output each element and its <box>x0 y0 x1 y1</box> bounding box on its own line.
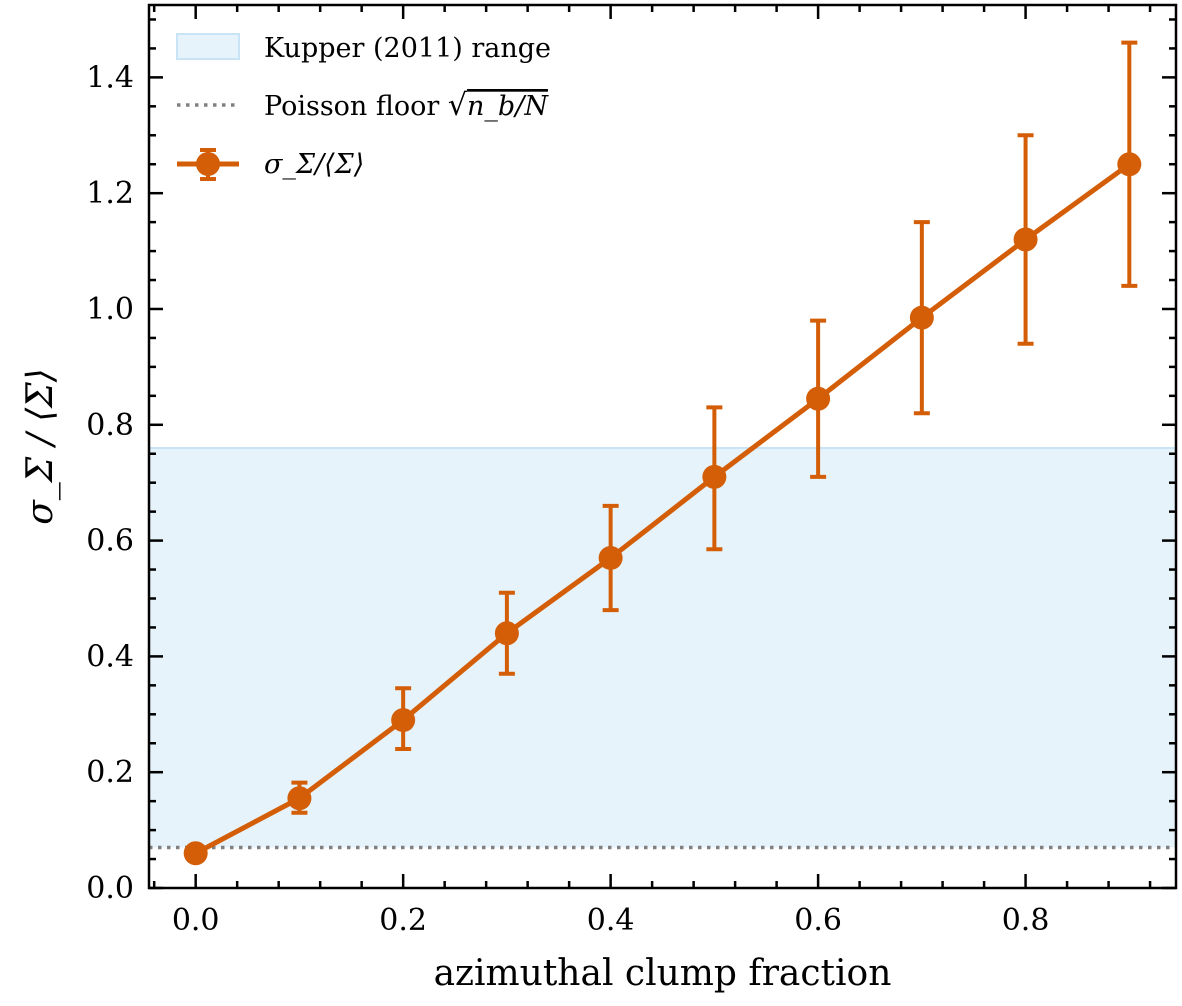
plot-frame <box>147 3 1178 890</box>
data-point <box>494 621 519 646</box>
data-point <box>1117 152 1142 177</box>
x-tick-label: 0.0 <box>172 903 220 938</box>
y-tick-label: 0.6 <box>86 524 134 559</box>
y-axis-label: σ_Σ / ⟨Σ⟩ <box>20 368 61 525</box>
series-layer <box>183 40 1142 866</box>
x-tick-label: 0.6 <box>794 903 842 938</box>
y-tick-label: 0.0 <box>86 871 134 906</box>
legend-series-swatch-marker <box>196 152 220 176</box>
data-point <box>806 386 831 411</box>
series-line <box>194 162 1131 856</box>
x-tick-label: 0.4 <box>587 903 635 938</box>
legend-band-label: Kupper (2011) range <box>264 33 551 64</box>
data-point <box>598 545 623 570</box>
x-tick-label: 0.8 <box>1002 903 1050 938</box>
data-point <box>909 305 934 330</box>
y-tick-label: 1.0 <box>86 292 134 327</box>
data-point <box>183 841 208 866</box>
x-tick-label: 0.2 <box>379 903 427 938</box>
y-tick-label: 0.8 <box>86 408 134 443</box>
y-tick-label: 0.4 <box>86 639 134 674</box>
data-point <box>287 786 312 811</box>
legend-floor-label: Poisson floor √n_b/N <box>264 88 549 123</box>
legend-band-swatch <box>176 33 240 60</box>
y-tick-label: 1.4 <box>86 60 134 95</box>
data-point <box>702 464 727 489</box>
legend: Kupper (2011) range Poisson floor √n_b/N σ… <box>176 33 551 181</box>
legend-series-label: σ_Σ/⟨Σ⟩ <box>264 149 364 180</box>
y-tick-label: 1.2 <box>86 176 134 211</box>
data-point <box>1013 227 1038 252</box>
y-tick-label: 0.2 <box>86 755 134 790</box>
x-axis-label: azimuthal clump fraction <box>434 953 892 994</box>
axes-layer: 0.0 0.2 0.4 0.6 0.8 0.0 0.2 0.4 0.6 0.8 1.0 1.2 1.4 a… <box>20 3 1178 994</box>
data-point <box>391 708 416 733</box>
